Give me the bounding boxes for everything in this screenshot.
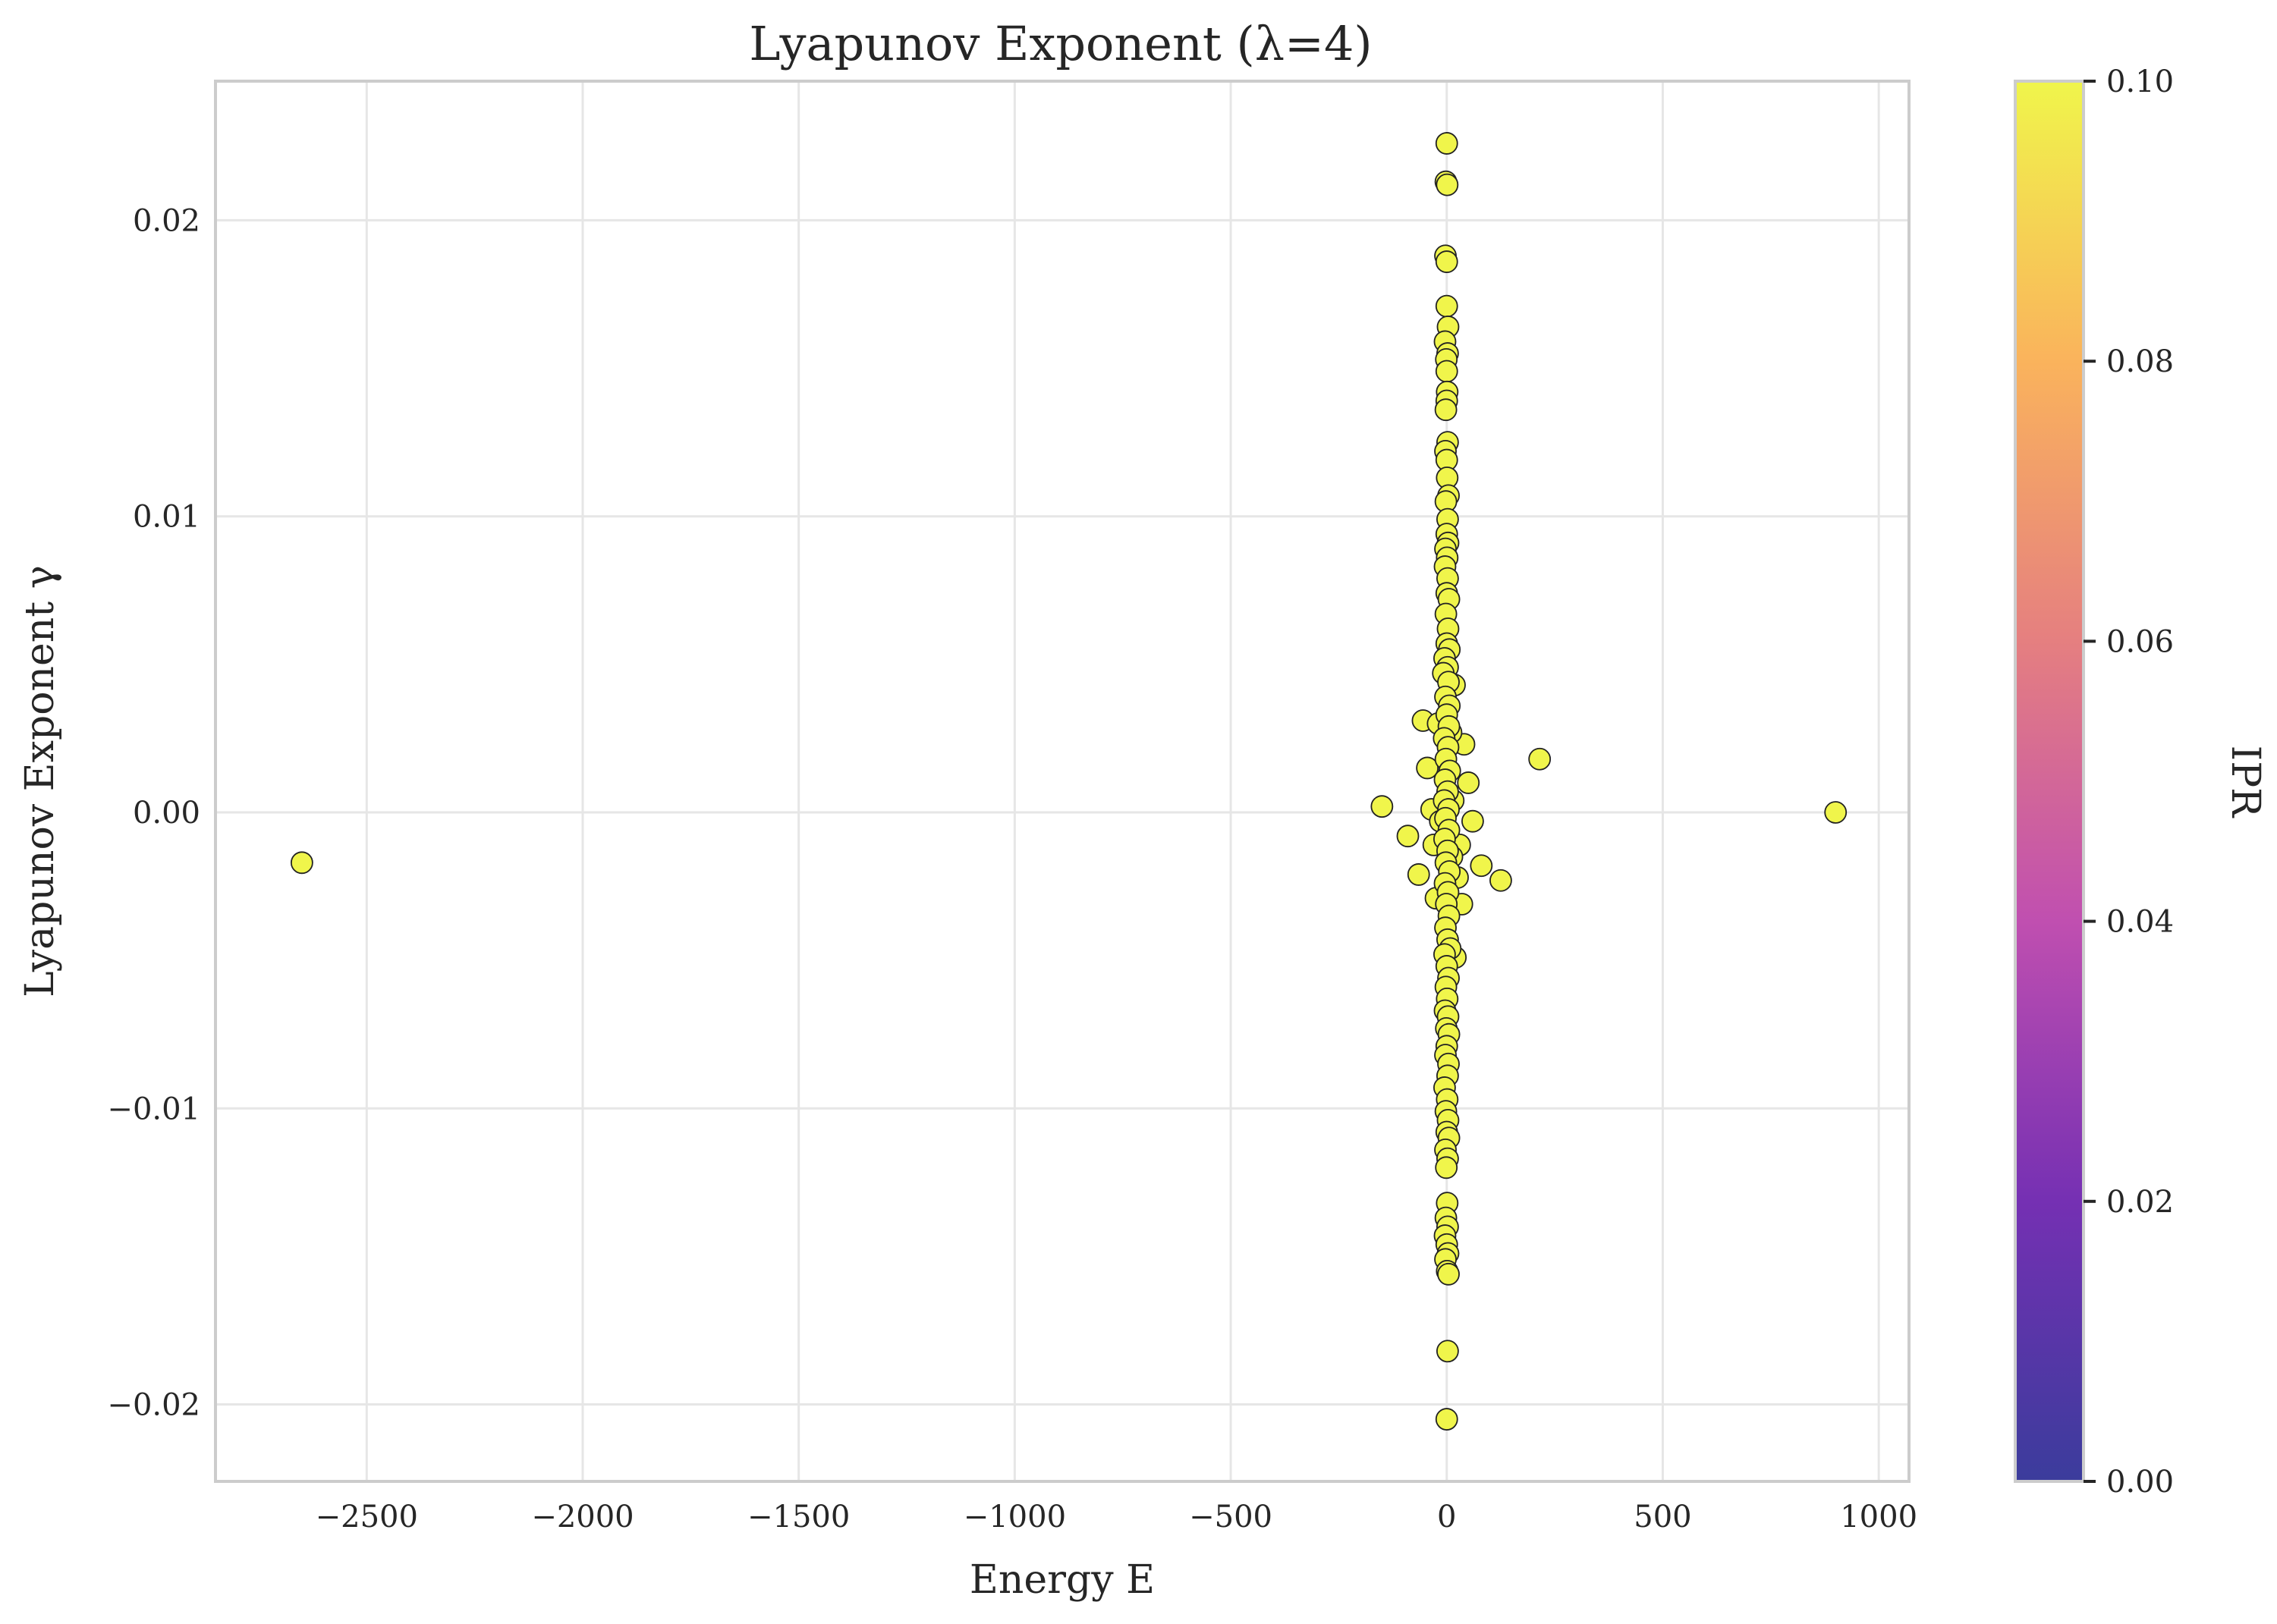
scatter-point bbox=[1396, 825, 1420, 848]
scatter-point bbox=[1435, 294, 1458, 318]
scatter-point bbox=[1435, 250, 1458, 273]
colorbar-tick-label: 0.06 bbox=[2106, 624, 2174, 659]
y-tick-label: 0.02 bbox=[133, 203, 200, 238]
colorbar-tick-label: 0.00 bbox=[2106, 1465, 2174, 1500]
y-tick-label: −0.02 bbox=[107, 1388, 200, 1423]
scatter-point bbox=[1457, 771, 1480, 794]
scatter-point bbox=[1435, 1156, 1458, 1180]
scatter-point bbox=[1434, 398, 1458, 422]
x-tick-label: 1000 bbox=[1840, 1500, 1917, 1534]
x-tick-label: −1500 bbox=[747, 1500, 850, 1534]
colorbar-label: IPR bbox=[2222, 746, 2268, 819]
scatter-point bbox=[1437, 1262, 1460, 1286]
colorbar bbox=[2014, 80, 2085, 1483]
scatter-point bbox=[1435, 132, 1458, 155]
x-tick-label: −2000 bbox=[531, 1500, 634, 1534]
y-tick-label: 0.00 bbox=[133, 796, 200, 831]
scatter-point bbox=[1528, 747, 1552, 771]
scatter-point bbox=[1435, 360, 1458, 383]
scatter-point bbox=[1436, 1340, 1459, 1363]
y-tick-label: 0.01 bbox=[133, 500, 200, 535]
scatter-point bbox=[1824, 801, 1848, 824]
scatter-point bbox=[1416, 756, 1439, 780]
colorbar-ticks: 0.00 0.02 0.04 0.06 0.08 0.10 bbox=[2084, 64, 2174, 1500]
plot-grid bbox=[215, 81, 1909, 1481]
x-tick-label: −1000 bbox=[964, 1500, 1066, 1534]
x-axis-label: Energy E bbox=[970, 1557, 1155, 1603]
scatter-point bbox=[1370, 795, 1394, 818]
x-tick-label: −500 bbox=[1189, 1500, 1272, 1534]
scatter-point bbox=[1461, 809, 1484, 833]
x-axis-ticks: −2500 −2000 −1500 −1000 −500 0 500 1000 bbox=[316, 1500, 1917, 1534]
colorbar-tick-label: 0.08 bbox=[2106, 344, 2174, 379]
x-tick-label: 500 bbox=[1634, 1500, 1691, 1534]
x-tick-label: −2500 bbox=[316, 1500, 418, 1534]
scatter-points bbox=[290, 132, 1848, 1431]
chart-title: Lyapunov Exponent (λ=4) bbox=[749, 16, 1372, 71]
colorbar-tick-label: 0.10 bbox=[2106, 64, 2174, 99]
colorbar-tick-label: 0.02 bbox=[2106, 1185, 2174, 1220]
scatter-point bbox=[1489, 869, 1512, 892]
y-tick-label: −0.01 bbox=[107, 1092, 200, 1126]
y-axis-label: Lyapunov Exponent γ bbox=[17, 565, 63, 997]
plot-frame bbox=[214, 80, 1911, 1483]
scatter-point bbox=[1470, 854, 1493, 878]
x-tick-label: 0 bbox=[1437, 1500, 1456, 1534]
scatter-point bbox=[1436, 173, 1459, 196]
scatter-point bbox=[290, 851, 313, 875]
y-axis-ticks: −0.02 −0.01 0.00 0.01 0.02 bbox=[107, 203, 200, 1422]
scatter-point bbox=[1435, 1408, 1458, 1431]
colorbar-tick-label: 0.04 bbox=[2106, 905, 2174, 940]
scatter-point bbox=[1407, 863, 1430, 886]
